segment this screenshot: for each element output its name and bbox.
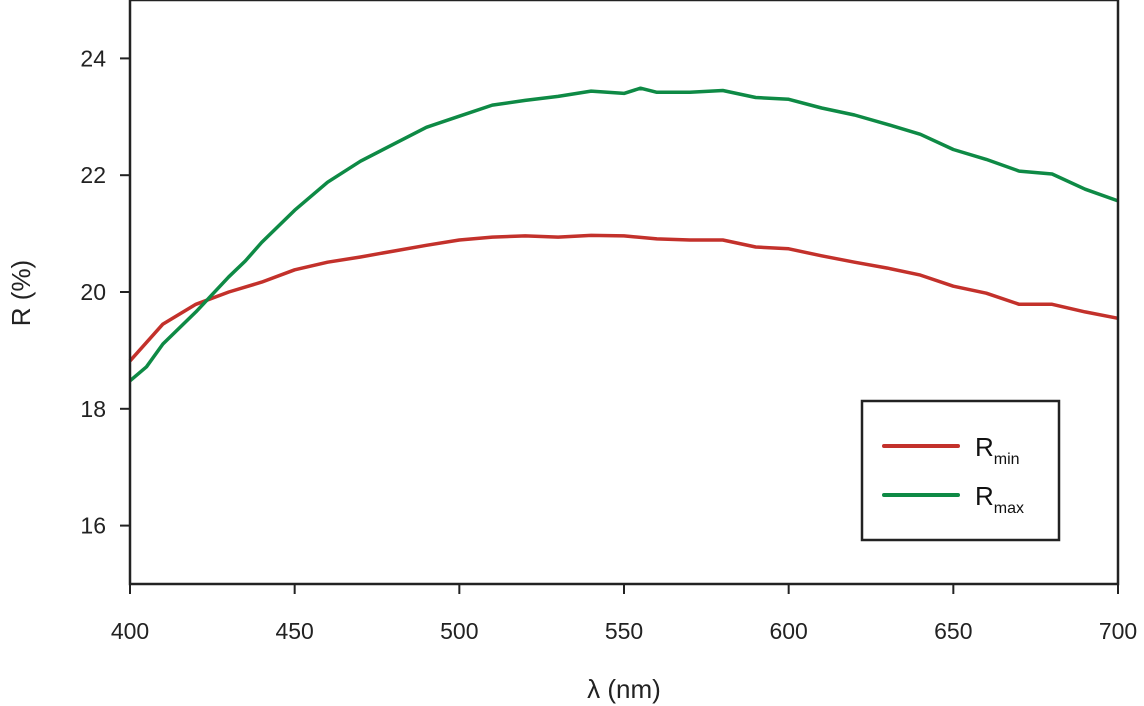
legend-box [860, 399, 1061, 542]
series-layer [128, 86, 1119, 383]
x-tick-label: 700 [1099, 618, 1137, 644]
x-tick-label: 400 [111, 618, 149, 644]
x-tick-label: 650 [934, 618, 972, 644]
x-tick-label: 600 [769, 618, 807, 644]
y-axis-title: R (%) [6, 260, 36, 326]
series-line-r-max [128, 86, 1119, 383]
y-tick-label: 24 [80, 45, 106, 71]
legend-label-main: R [975, 432, 994, 462]
y-axis: 16 18 20 22 24 [80, 45, 130, 539]
legend-label-main: R [975, 481, 994, 511]
legend: Rmin Rmax [860, 399, 1061, 542]
legend-label-sub: min [994, 451, 1020, 468]
y-tick-label: 18 [80, 396, 106, 422]
legend-label-rmin: Rmin [975, 432, 1020, 468]
x-axis: 400 450 500 550 600 650 700 [111, 584, 1137, 644]
y-tick-label: 20 [80, 279, 106, 305]
x-tick-label: 450 [275, 618, 313, 644]
x-tick-label: 500 [440, 618, 478, 644]
x-axis-title: λ (nm) [587, 674, 661, 704]
series-line-r-min [128, 233, 1119, 363]
legend-label-sub: max [994, 500, 1024, 517]
x-tick-label: 550 [605, 618, 643, 644]
y-tick-label: 16 [80, 513, 106, 539]
legend-label-rmax: Rmax [975, 481, 1024, 517]
y-tick-label: 22 [80, 162, 106, 188]
